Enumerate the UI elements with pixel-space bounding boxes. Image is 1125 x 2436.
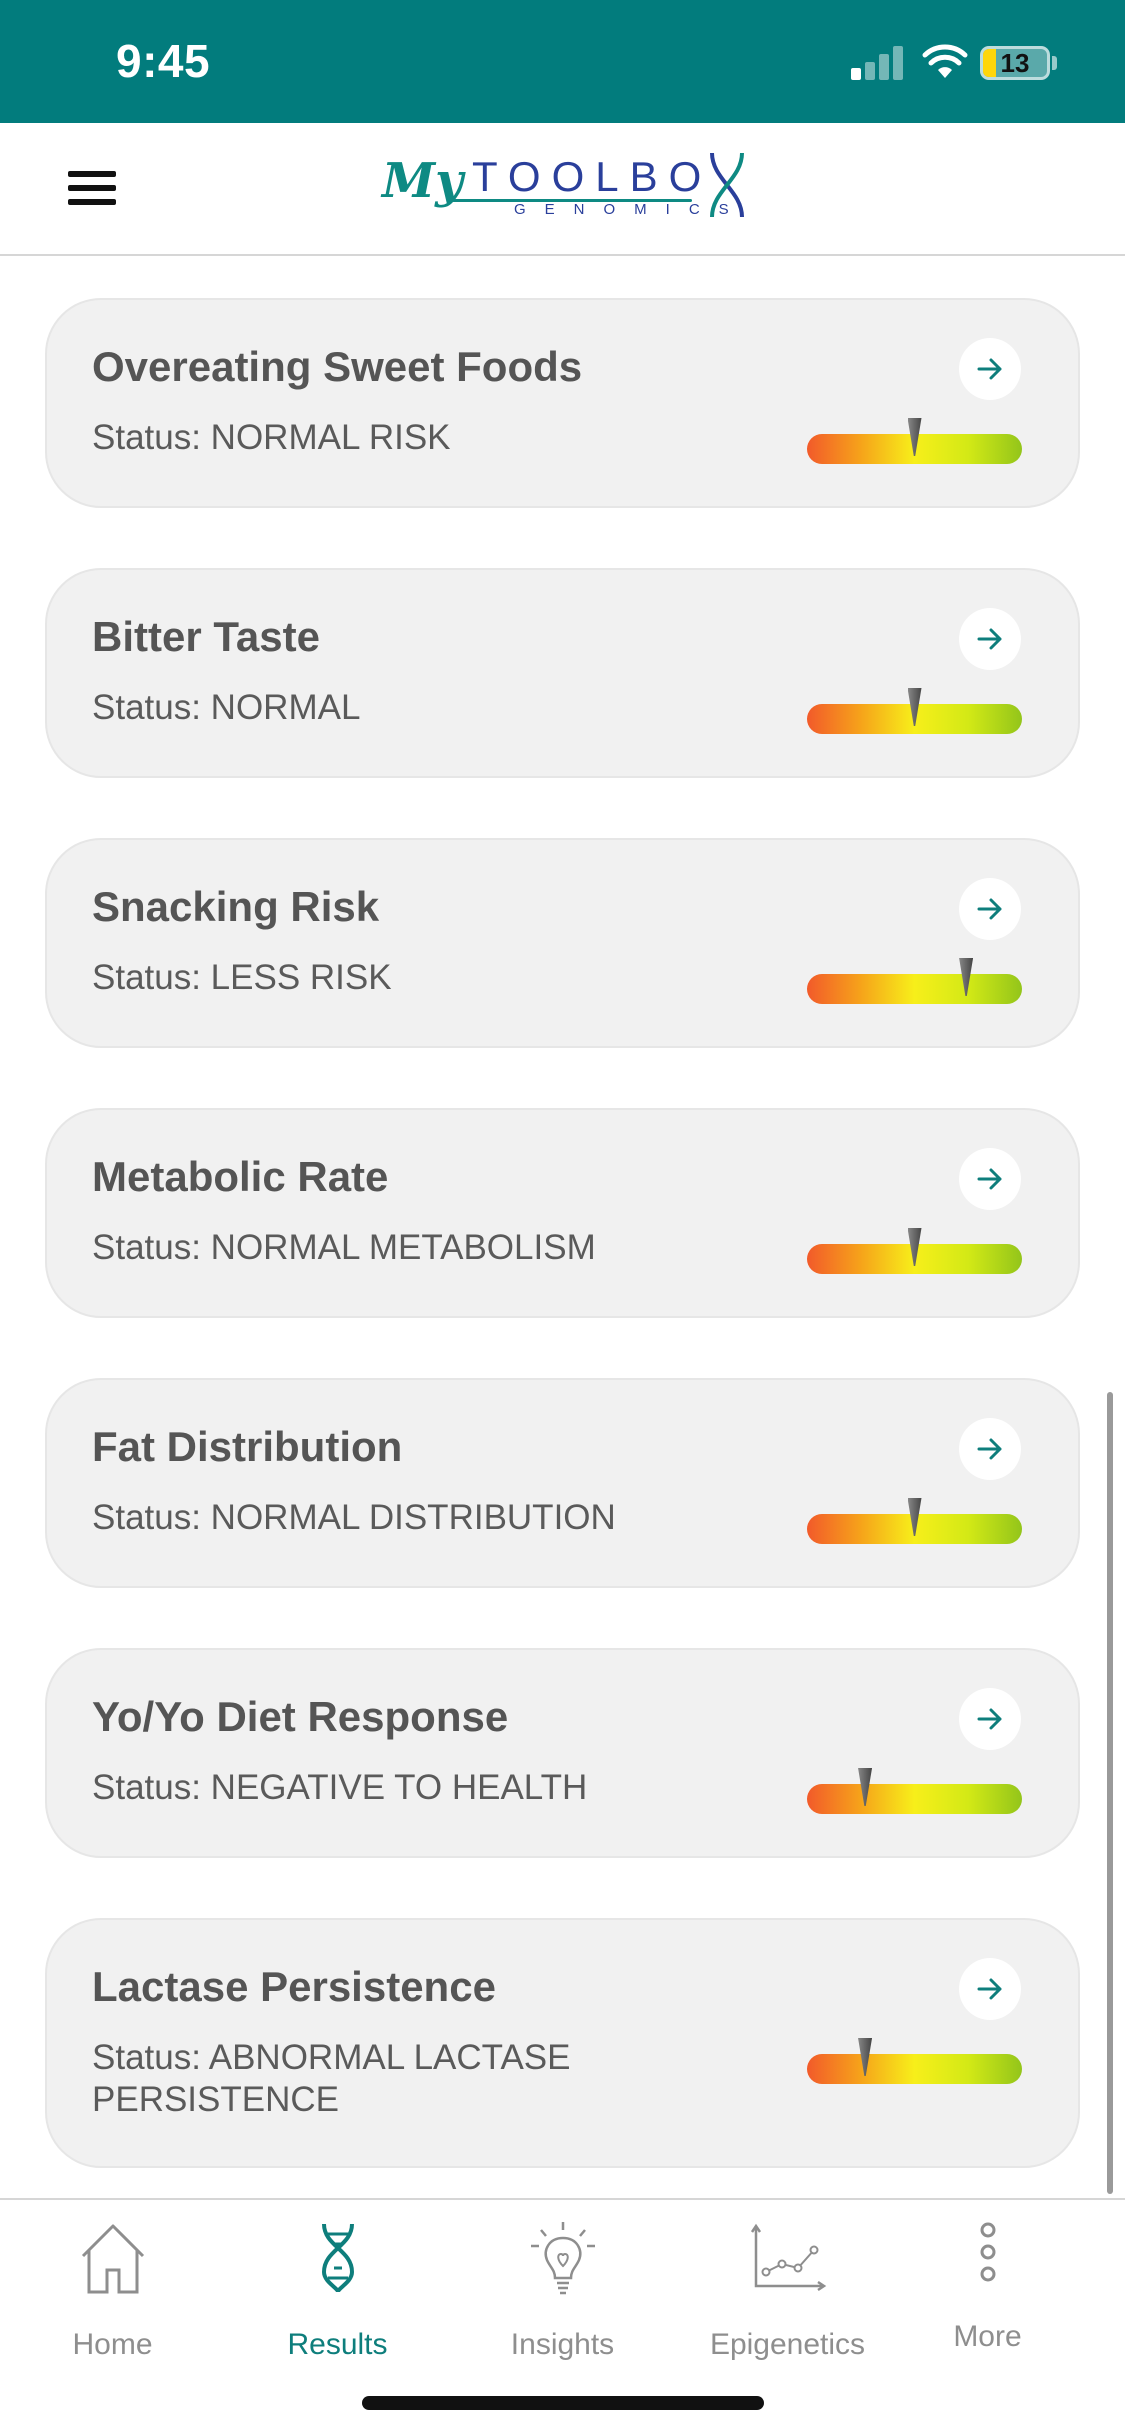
card-title: Fat Distribution — [92, 1423, 403, 1470]
lightbulb-icon — [530, 2222, 595, 2295]
chart-icon — [750, 2223, 826, 2292]
wifi-icon — [922, 44, 968, 78]
gauge-bar — [807, 1784, 1022, 1814]
battery-cap — [1052, 56, 1057, 70]
card-title: Bitter Taste — [92, 613, 320, 660]
result-card[interactable]: Overeating Sweet Foods Status: NORMAL RI… — [45, 298, 1080, 508]
card-title: Yo/Yo Diet Response — [92, 1693, 509, 1740]
arrow-right-icon[interactable] — [959, 608, 1021, 670]
risk-gauge — [807, 688, 1022, 734]
risk-gauge — [807, 1228, 1022, 1274]
arrow-right-icon[interactable] — [959, 338, 1021, 400]
gauge-bar — [807, 2054, 1022, 2084]
risk-gauge — [807, 1498, 1022, 1544]
scrollbar[interactable] — [1107, 1392, 1113, 2194]
mytoolbox-genomics-logo: My TOOLBO GENOMICS — [382, 149, 752, 229]
result-card[interactable]: Bitter Taste Status: NORMAL — [45, 568, 1080, 778]
result-card[interactable]: Lactase Persistence Status: ABNORMAL LAC… — [45, 1918, 1080, 2168]
home-icon — [81, 2224, 144, 2294]
tab-label: Results — [287, 2328, 388, 2361]
card-title: Metabolic Rate — [92, 1153, 389, 1200]
status-time: 9:45 — [116, 35, 211, 87]
gauge-bar — [807, 974, 1022, 1004]
arrow-right-icon[interactable] — [959, 878, 1021, 940]
tab-insights[interactable]: Insights — [450, 2220, 675, 2361]
arrow-right-icon[interactable] — [959, 1688, 1021, 1750]
tab-label: More — [953, 2320, 1022, 2353]
tab-home[interactable]: Home — [0, 2220, 225, 2361]
result-card[interactable]: Metabolic Rate Status: NORMAL METABOLISM — [45, 1108, 1080, 1318]
tab-epigenetics[interactable]: Epigenetics — [675, 2220, 900, 2361]
result-card[interactable]: Fat Distribution Status: NORMAL DISTRIBU… — [45, 1378, 1080, 1588]
result-card[interactable]: Snacking Risk Status: LESS RISK — [45, 838, 1080, 1048]
logo-underline — [452, 199, 692, 202]
hamburger-menu-icon[interactable] — [68, 171, 116, 209]
battery-icon: 13 — [980, 46, 1050, 80]
card-status: Status: NORMAL DISTRIBUTION — [92, 1498, 616, 1537]
card-status: Status: NORMAL RISK — [92, 418, 451, 457]
cellular-signal-icon — [851, 44, 905, 80]
more-icon — [980, 2222, 995, 2282]
tab-label: Home — [72, 2328, 153, 2361]
risk-gauge — [807, 958, 1022, 1004]
tab-more[interactable]: More — [875, 2220, 1100, 2360]
card-status: Status: NORMAL METABOLISM — [92, 1228, 596, 1267]
tab-results[interactable]: Results — [225, 2220, 450, 2361]
app-header: My TOOLBO GENOMICS — [0, 123, 1125, 256]
arrow-right-icon[interactable] — [959, 1418, 1021, 1480]
card-title: Lactase Persistence — [92, 1963, 496, 2010]
home-indicator — [362, 2396, 764, 2410]
logo-my: My — [382, 153, 464, 209]
tab-label: Epigenetics — [709, 2328, 866, 2361]
dna-icon — [321, 2223, 354, 2293]
status-bar: 9:45 13 — [0, 0, 1125, 123]
tab-label: Insights — [510, 2328, 615, 2361]
card-status: Status: NEGATIVE TO HEALTH — [92, 1768, 588, 1807]
card-status: Status: LESS RISK — [92, 958, 392, 997]
arrow-right-icon[interactable] — [959, 1958, 1021, 2020]
risk-gauge — [807, 1768, 1022, 1814]
battery-level: 13 — [1000, 48, 1030, 78]
card-title: Overeating Sweet Foods — [92, 343, 583, 390]
card-status: Status: ABNORMAL LACTASE PERSISTENCE — [92, 2038, 571, 2119]
logo-genomics: GENOMICS — [514, 201, 748, 218]
card-status: Status: NORMAL — [92, 688, 361, 727]
result-card[interactable]: Yo/Yo Diet Response Status: NEGATIVE TO … — [45, 1648, 1080, 1858]
risk-gauge — [807, 2038, 1022, 2084]
arrow-right-icon[interactable] — [959, 1148, 1021, 1210]
card-title: Snacking Risk — [92, 883, 380, 930]
logo-toolbox: TOOLBO — [472, 153, 713, 200]
dna-helix-logo-icon — [710, 152, 744, 218]
risk-gauge — [807, 418, 1022, 464]
